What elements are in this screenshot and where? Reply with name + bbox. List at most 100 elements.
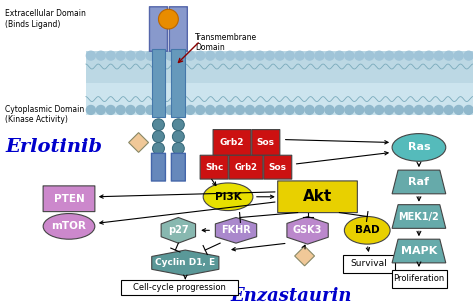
Circle shape <box>384 51 393 60</box>
Text: PTEN: PTEN <box>54 194 84 204</box>
Text: GSK3: GSK3 <box>293 225 322 235</box>
FancyBboxPatch shape <box>213 130 251 156</box>
Circle shape <box>275 51 284 60</box>
Circle shape <box>315 51 324 60</box>
Circle shape <box>365 106 374 114</box>
Text: Grb2: Grb2 <box>220 138 244 147</box>
Text: Cell-cycle progression: Cell-cycle progression <box>133 283 226 292</box>
Text: Sos: Sos <box>269 163 287 172</box>
FancyBboxPatch shape <box>43 186 95 212</box>
Text: Enzastaurin: Enzastaurin <box>230 286 352 304</box>
Bar <box>172 49 185 117</box>
Circle shape <box>454 106 463 114</box>
Circle shape <box>136 106 145 114</box>
Circle shape <box>374 51 383 60</box>
FancyBboxPatch shape <box>264 155 292 179</box>
Circle shape <box>126 51 135 60</box>
Circle shape <box>196 51 205 60</box>
Ellipse shape <box>153 143 164 154</box>
Circle shape <box>265 106 274 114</box>
Text: Sos: Sos <box>257 138 275 147</box>
Circle shape <box>374 106 383 114</box>
Circle shape <box>176 106 185 114</box>
Text: PI3K: PI3K <box>215 192 241 202</box>
Text: MAPK: MAPK <box>401 246 437 256</box>
Ellipse shape <box>43 213 95 239</box>
Ellipse shape <box>173 131 184 143</box>
Text: FKHR: FKHR <box>221 225 251 235</box>
Ellipse shape <box>158 9 178 29</box>
Circle shape <box>86 51 95 60</box>
Circle shape <box>265 51 274 60</box>
Ellipse shape <box>153 131 164 143</box>
Circle shape <box>166 51 175 60</box>
Circle shape <box>226 51 235 60</box>
Circle shape <box>206 51 215 60</box>
Ellipse shape <box>345 217 390 244</box>
Polygon shape <box>215 217 256 243</box>
Circle shape <box>96 51 105 60</box>
Text: Transmembrane
Domain: Transmembrane Domain <box>195 33 257 52</box>
Circle shape <box>116 106 125 114</box>
Circle shape <box>394 106 403 114</box>
Circle shape <box>414 51 423 60</box>
Circle shape <box>404 106 413 114</box>
FancyBboxPatch shape <box>172 153 185 181</box>
Ellipse shape <box>392 134 446 161</box>
Circle shape <box>355 106 364 114</box>
Circle shape <box>156 51 165 60</box>
Circle shape <box>156 106 165 114</box>
Ellipse shape <box>173 143 184 154</box>
Circle shape <box>275 106 284 114</box>
Circle shape <box>96 106 105 114</box>
Text: Cyclin D1, E: Cyclin D1, E <box>155 258 215 267</box>
Bar <box>121 280 238 295</box>
Circle shape <box>355 51 364 60</box>
Circle shape <box>206 106 215 114</box>
Circle shape <box>186 51 195 60</box>
Circle shape <box>176 51 185 60</box>
Circle shape <box>216 106 225 114</box>
Circle shape <box>464 106 473 114</box>
Text: p27: p27 <box>168 225 189 235</box>
Text: Grb2: Grb2 <box>235 163 257 172</box>
Circle shape <box>285 51 294 60</box>
Circle shape <box>315 106 324 114</box>
Circle shape <box>166 106 175 114</box>
Text: Raf: Raf <box>409 177 429 187</box>
Circle shape <box>365 51 374 60</box>
Circle shape <box>295 106 304 114</box>
Circle shape <box>136 51 145 60</box>
Circle shape <box>325 106 334 114</box>
FancyBboxPatch shape <box>278 181 357 213</box>
FancyBboxPatch shape <box>149 7 167 51</box>
Circle shape <box>216 51 225 60</box>
Circle shape <box>86 106 95 114</box>
FancyBboxPatch shape <box>229 155 263 179</box>
Circle shape <box>186 106 195 114</box>
Text: Extracellular Domain
(Binds Ligand): Extracellular Domain (Binds Ligand) <box>5 9 86 29</box>
Circle shape <box>325 51 334 60</box>
Circle shape <box>345 106 354 114</box>
Ellipse shape <box>173 119 184 131</box>
Circle shape <box>394 51 403 60</box>
Circle shape <box>464 51 473 60</box>
Circle shape <box>285 106 294 114</box>
Polygon shape <box>287 217 328 244</box>
Polygon shape <box>392 205 446 228</box>
Circle shape <box>414 106 423 114</box>
Text: mTOR: mTOR <box>52 221 86 231</box>
Bar <box>392 270 447 288</box>
Circle shape <box>454 51 463 60</box>
Circle shape <box>424 51 433 60</box>
Text: Erlotinib: Erlotinib <box>5 138 102 156</box>
Circle shape <box>305 106 314 114</box>
Text: MEK1/2: MEK1/2 <box>399 212 439 221</box>
Circle shape <box>106 51 115 60</box>
Text: Proliferation: Proliferation <box>393 274 445 283</box>
Text: Shc: Shc <box>205 163 223 172</box>
Circle shape <box>196 106 205 114</box>
Circle shape <box>146 106 155 114</box>
Circle shape <box>444 106 453 114</box>
Circle shape <box>424 106 433 114</box>
